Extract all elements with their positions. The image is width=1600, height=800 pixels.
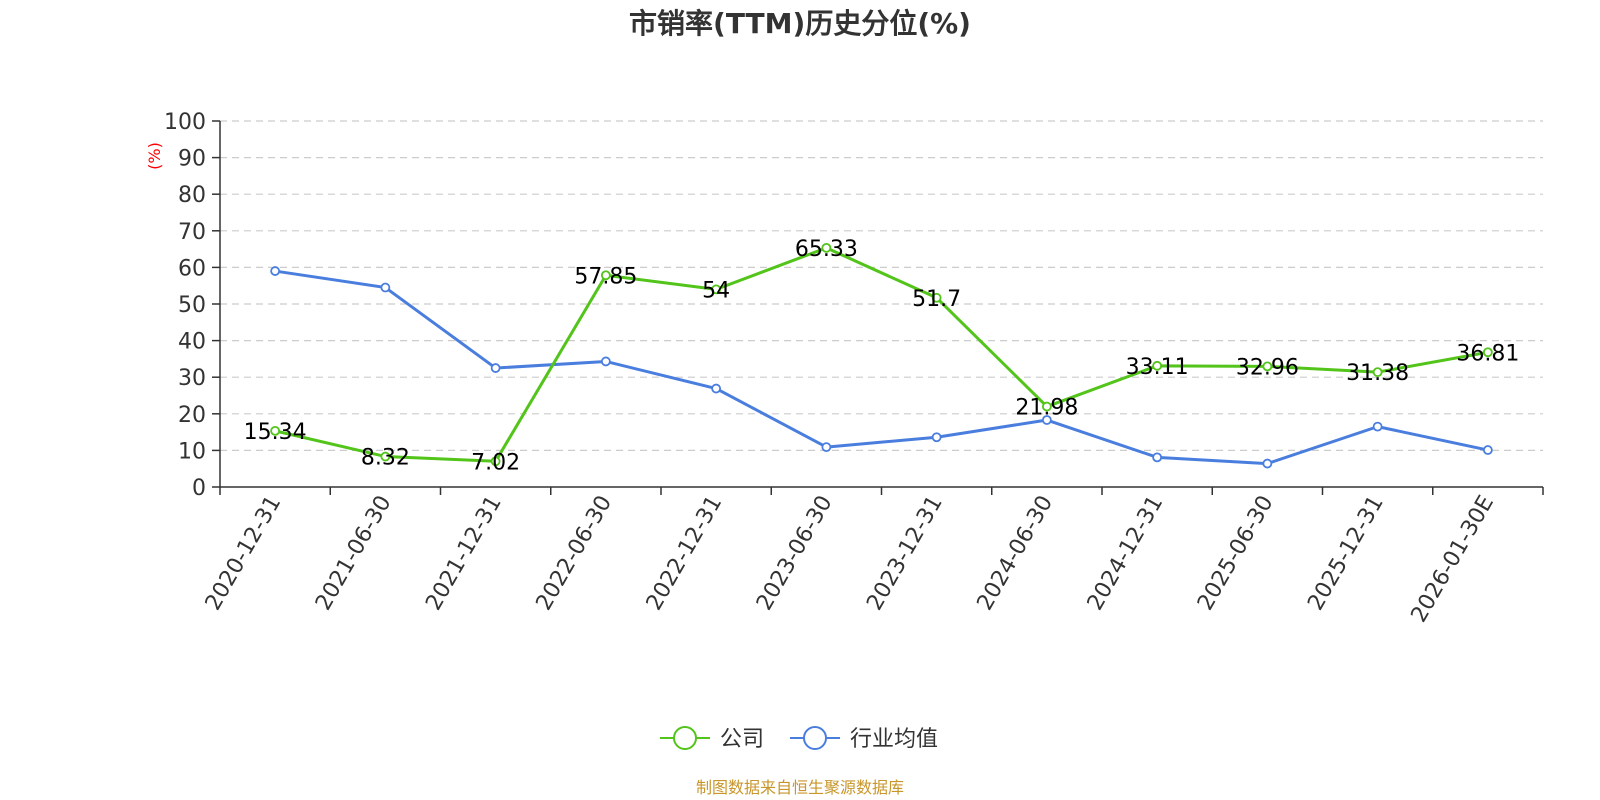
data-label: 57.85	[574, 264, 637, 289]
y-tick-label: 70	[178, 220, 206, 245]
data-point[interactable]	[821, 442, 832, 453]
data-point[interactable]	[931, 292, 942, 303]
x-tick-label: 2024-12-31	[1083, 492, 1169, 615]
chart-title: 市销率(TTM)历史分位(%)	[629, 7, 971, 40]
data-point[interactable]	[1372, 367, 1383, 378]
data-point[interactable]	[1152, 360, 1163, 371]
x-tick-label: 2025-12-31	[1303, 492, 1389, 615]
series-layer	[270, 242, 1493, 469]
legend-label: 公司	[720, 727, 764, 752]
x-tick-label: 2022-12-31	[642, 492, 728, 615]
series-line-0	[274, 246, 1489, 463]
y-tick-label: 60	[178, 256, 206, 281]
data-point[interactable]	[490, 456, 501, 467]
y-tick-label: 20	[178, 403, 206, 428]
data-point[interactable]	[270, 266, 281, 276]
legend-marker	[673, 726, 697, 750]
data-label: 33.11	[1126, 355, 1189, 380]
x-tick-label: 2021-12-31	[421, 492, 507, 615]
legend[interactable]: 公司 行业均值	[660, 726, 938, 752]
data-label: 8.32	[361, 446, 410, 471]
data-point[interactable]	[1482, 445, 1493, 455]
data-point[interactable]	[1372, 421, 1383, 432]
data-point[interactable]	[270, 425, 281, 436]
data-point[interactable]	[711, 383, 722, 394]
data-point[interactable]	[600, 356, 611, 367]
data-label: 51.7	[912, 287, 961, 312]
y-axis-label: (%)	[145, 142, 164, 170]
y-tick-label: 100	[164, 110, 206, 135]
data-label: 15.34	[244, 420, 307, 445]
x-tick-label: 2023-12-31	[862, 492, 948, 615]
legend-item-1[interactable]: 行业均值	[790, 726, 938, 752]
data-point[interactable]	[711, 284, 722, 295]
x-tick-label: 2025-06-30	[1193, 492, 1279, 615]
data-point[interactable]	[1041, 415, 1052, 425]
legend-label: 行业均值	[850, 727, 938, 752]
data-label: 21.98	[1015, 396, 1078, 421]
data-point[interactable]	[490, 363, 501, 373]
data-point[interactable]	[1041, 401, 1052, 412]
x-tick-label: 2022-06-30	[531, 492, 617, 615]
grid-lines	[220, 120, 1543, 451]
y-tick-label: 0	[192, 476, 206, 501]
data-point[interactable]	[931, 432, 942, 443]
axes: 0 10 20 30 40 50 60 70 80 90 100 2020-12-31 2021-06-…	[164, 110, 1544, 627]
x-tick-label: 2024-06-30	[972, 492, 1058, 615]
data-point[interactable]	[380, 451, 391, 462]
data-point[interactable]	[1482, 347, 1493, 358]
data-point[interactable]	[380, 282, 391, 293]
data-label: 54	[702, 278, 730, 303]
data-point[interactable]	[600, 270, 611, 281]
x-tick-label: 2026-01-30E	[1407, 492, 1500, 627]
source-note: 制图数据来自恒生聚源数据库	[696, 778, 904, 797]
y-tick-label: 10	[178, 439, 206, 464]
data-label: 65.33	[795, 237, 858, 262]
y-tick-label: 40	[178, 330, 206, 355]
data-point[interactable]	[821, 242, 832, 253]
x-tick-label: 2023-06-30	[752, 492, 838, 615]
y-tick-label: 50	[178, 293, 206, 318]
data-label: 31.38	[1346, 361, 1409, 386]
x-tick-label: 2020-12-31	[201, 492, 287, 615]
data-label: 32.96	[1236, 355, 1299, 380]
data-point[interactable]	[1152, 452, 1163, 463]
data-label: 36.81	[1456, 341, 1519, 366]
data-labels: 15.34 8.32 7.02 57.85 54 65.33 51.7 21.98 33.11 3…	[244, 237, 1520, 475]
data-point[interactable]	[1262, 458, 1273, 469]
x-tick-label: 2021-06-30	[311, 492, 397, 615]
y-tick-label: 30	[178, 366, 206, 391]
legend-marker	[803, 726, 827, 750]
series-line-1	[274, 269, 1489, 466]
y-tick-label: 80	[178, 183, 206, 208]
data-label: 7.02	[471, 450, 520, 475]
y-tick-label: 90	[178, 147, 206, 172]
legend-item-0[interactable]: 公司	[660, 726, 764, 752]
data-point[interactable]	[1262, 361, 1273, 372]
